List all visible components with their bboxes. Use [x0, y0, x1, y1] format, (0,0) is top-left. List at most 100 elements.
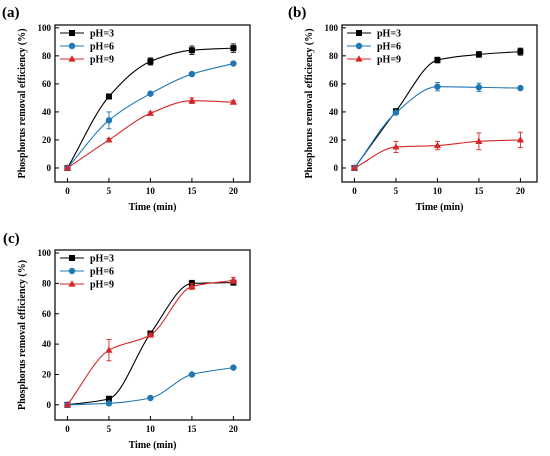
legend-entry: pH=9 — [90, 55, 114, 66]
data-point — [188, 371, 196, 378]
legend-entry: pH=9 — [377, 55, 401, 66]
y-tick-label: 100 — [38, 23, 52, 33]
legend: pH=3 pH=6 pH=9 — [60, 254, 114, 291]
legend: pH=3 pH=6 pH=9 — [347, 29, 401, 66]
data-point — [188, 282, 196, 290]
data-point — [434, 83, 441, 90]
data-point — [105, 117, 113, 124]
series-pH=3 — [64, 279, 237, 408]
y-tick-label: 40 — [42, 107, 52, 117]
y-tick-label: 60 — [329, 79, 339, 89]
data-point — [105, 93, 112, 100]
data-point — [433, 141, 442, 149]
chart-panel-2: (c) 0 20 40 60 80 100 0 5 10 15 20 Time (min) Phospho… — [3, 231, 251, 451]
y-axis-label: Phosphorus removal efficiency (%) — [304, 28, 315, 178]
series-pH=6 — [351, 82, 524, 172]
series-line — [66, 47, 234, 169]
x-tick-label: 15 — [187, 424, 197, 434]
data-point — [105, 400, 113, 407]
y-tick-label: 20 — [42, 135, 52, 145]
axes-frame — [54, 249, 251, 421]
y-tick-label: 80 — [42, 278, 52, 288]
y-tick-label: 20 — [42, 369, 52, 379]
y-tick-label: 80 — [329, 51, 339, 61]
series-line — [67, 279, 234, 406]
data-point — [146, 331, 155, 338]
legend-entry: pH=3 — [377, 29, 401, 40]
x-tick-label: 0 — [65, 186, 70, 196]
data-point — [517, 48, 524, 55]
legend-entry: pH=9 — [90, 280, 114, 291]
data-point — [350, 164, 359, 171]
y-tick-label: 40 — [42, 339, 52, 349]
data-point — [475, 137, 483, 144]
data-point — [63, 164, 72, 171]
legend-marker — [355, 42, 363, 50]
series-line — [67, 282, 234, 406]
y-axis-label: Phosphorus removal efficiency (%) — [17, 260, 28, 410]
x-tick-label: 5 — [394, 186, 399, 196]
panel-label: (b) — [288, 5, 306, 21]
data-point — [188, 70, 196, 78]
x-tick-label: 15 — [187, 186, 197, 196]
data-point — [147, 394, 154, 402]
x-axis-label: Time (min) — [129, 440, 177, 451]
x-axis-label: Time (min) — [416, 202, 464, 213]
data-point — [147, 90, 154, 97]
legend-marker — [68, 55, 76, 62]
legend-marker — [356, 30, 362, 36]
legend-marker — [69, 255, 75, 261]
data-point — [105, 136, 113, 143]
series-pH=9 — [350, 131, 525, 171]
series-pH=9 — [63, 96, 238, 171]
data-point — [392, 143, 400, 150]
x-tick-label: 15 — [474, 186, 484, 196]
data-point — [229, 276, 238, 283]
x-tick-label: 5 — [107, 186, 112, 196]
data-point — [475, 84, 483, 91]
legend-entry: pH=3 — [90, 29, 114, 40]
data-point — [105, 346, 113, 353]
y-tick-label: 60 — [42, 309, 52, 319]
x-tick-label: 20 — [229, 186, 239, 196]
data-point — [105, 395, 112, 402]
y-tick-label: 0 — [47, 400, 52, 410]
y-tick-label: 100 — [38, 248, 52, 258]
y-tick-label: 0 — [334, 163, 339, 173]
legend-marker — [355, 55, 363, 62]
data-point — [230, 364, 237, 371]
series-pH=9 — [63, 276, 238, 408]
data-point — [392, 109, 400, 116]
data-point — [516, 136, 525, 143]
series-line — [354, 51, 521, 169]
x-axis-label: Time (min) — [129, 202, 177, 213]
data-point — [230, 60, 237, 67]
x-tick-label: 0 — [65, 424, 70, 434]
data-point — [188, 96, 196, 104]
y-tick-label: 100 — [325, 23, 339, 33]
series-line — [354, 86, 521, 169]
chart-panel-1: (b) 0 20 40 60 80 100 0 5 10 15 20 Time (min) Phospho… — [288, 5, 538, 213]
x-tick-label: 10 — [433, 186, 443, 196]
y-tick-label: 80 — [42, 51, 52, 61]
data-point — [475, 51, 482, 58]
data-point — [434, 57, 441, 64]
chart-panel-0: (a) 0 20 40 60 80 100 0 5 10 15 20 Time (min) Phospho… — [2, 5, 251, 213]
legend-entry: pH=6 — [90, 267, 114, 278]
series-pH=3 — [351, 47, 524, 171]
x-tick-label: 20 — [516, 186, 526, 196]
data-point — [517, 84, 524, 92]
data-point — [147, 58, 154, 65]
data-point — [229, 98, 238, 105]
x-tick-label: 20 — [229, 424, 239, 434]
x-tick-label: 10 — [146, 424, 156, 434]
legend-marker — [68, 280, 76, 287]
panel-label: (a) — [2, 5, 20, 21]
panel-label: (c) — [3, 231, 20, 247]
legend-entry: pH=3 — [90, 254, 114, 265]
legend-marker — [69, 30, 75, 36]
x-tick-label: 0 — [352, 186, 357, 196]
x-tick-label: 10 — [146, 186, 156, 196]
x-tick-label: 5 — [107, 424, 112, 434]
